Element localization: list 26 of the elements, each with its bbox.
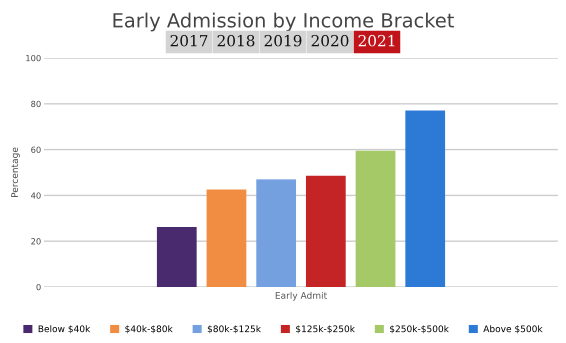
legend-label: Below $40k: [38, 325, 90, 334]
legend-label: $80k-$125k: [208, 325, 261, 334]
text: 2018: [218, 34, 254, 46]
bar: [306, 176, 346, 287]
y-tick-label: 40: [31, 192, 41, 199]
y-tick-label: 20: [31, 238, 41, 244]
text: 2019: [264, 34, 302, 46]
bar: [256, 179, 296, 287]
y-tick-label: 100: [26, 54, 41, 62]
bar: [156, 227, 197, 287]
chart-title: Early Admission by Income Bracket: [113, 12, 454, 32]
y-tick-label: 80: [31, 100, 41, 108]
legend-label: $250k-$500k: [390, 325, 449, 334]
bar: [405, 110, 446, 287]
y-tick-label: 0: [36, 284, 41, 290]
y-tick-label: 60: [31, 146, 41, 153]
text: 2017: [170, 34, 208, 46]
legend-label: Above $500k: [483, 325, 543, 334]
bar: [356, 150, 396, 287]
x-tick-label: Early Admit: [276, 292, 327, 301]
legend-label: $40k-$80k: [125, 325, 173, 334]
text: 2020: [312, 34, 348, 46]
bar: [206, 189, 246, 287]
legend-label: $125k-$250k: [296, 325, 355, 334]
text: 2021: [358, 34, 394, 46]
y-axis-title: Percentage: [11, 148, 20, 198]
